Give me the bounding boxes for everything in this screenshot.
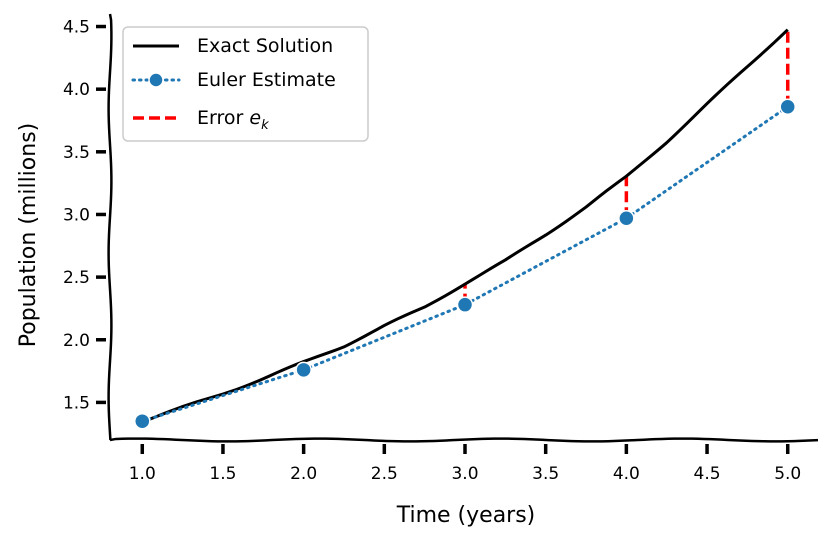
x-tick-label: 1.5 — [209, 464, 236, 484]
euler-point — [618, 209, 635, 227]
x-tick-label: 1.0 — [129, 464, 156, 484]
x-tick-label: 2.5 — [371, 464, 398, 484]
legend-box — [122, 26, 369, 142]
legend-marker-euler — [148, 72, 164, 88]
y-tick-label: 3.0 — [63, 205, 90, 225]
x-tick-label: 3.5 — [532, 464, 559, 484]
x-tick-label: 5.0 — [774, 464, 801, 484]
x-ticks: 1.0 1.5 2.0 2.5 3.0 3.5 4.0 4.5 5.0 — [129, 444, 801, 484]
euler-point — [295, 361, 312, 379]
euler-point — [134, 412, 151, 430]
y-tick-label: 2.5 — [63, 268, 90, 288]
legend-label-exact: Exact Solution — [197, 35, 333, 57]
euler-point — [779, 98, 796, 115]
legend-label-error-sub: k — [261, 118, 269, 133]
exact-solution-line — [141, 28, 789, 424]
y-tick-label: 3.5 — [63, 143, 90, 163]
x-tick-label: 3.0 — [451, 464, 478, 484]
x-tick-label: 4.5 — [694, 464, 721, 484]
legend-label-error-text: Error — [197, 107, 249, 129]
y-axis-line — [107, 13, 113, 441]
legend-label-error: Error ek — [197, 107, 269, 133]
y-ticks: 1.5 2.0 2.5 3.0 3.5 4.0 4.5 — [63, 18, 106, 413]
euler-point — [456, 296, 474, 313]
y-tick-label: 2.0 — [63, 331, 90, 351]
x-tick-label: 4.0 — [613, 464, 640, 484]
y-tick-label: 1.5 — [63, 393, 90, 413]
legend: Exact Solution Euler Estimate Error ek — [122, 26, 369, 142]
plot-area — [134, 28, 796, 430]
y-tick-label: 4.5 — [63, 18, 90, 38]
euler-estimate-line — [140, 105, 790, 423]
y-axis-label: Population (millions) — [16, 123, 41, 348]
x-axis-label: Time (years) — [396, 503, 536, 528]
legend-label-error-math: e — [249, 107, 261, 129]
legend-label-euler: Euler Estimate — [197, 69, 336, 91]
x-tick-label: 2.0 — [290, 464, 317, 484]
marker-layer — [134, 98, 796, 430]
x-axis-line — [109, 437, 819, 443]
y-tick-label: 4.0 — [63, 80, 90, 100]
